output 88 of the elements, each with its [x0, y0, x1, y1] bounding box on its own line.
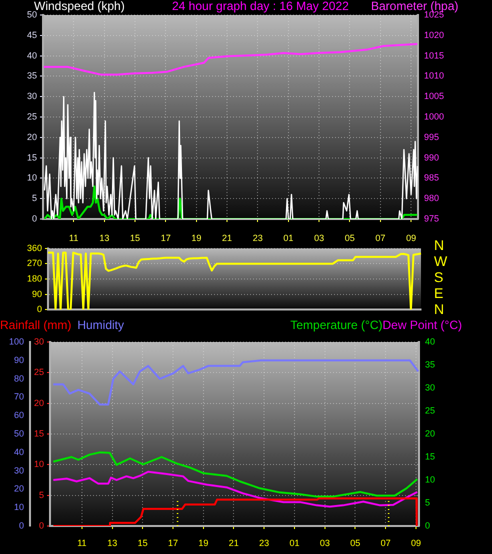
y2-tick-label: 985 [424, 172, 440, 183]
y2-tick-label: 35 [425, 359, 436, 370]
y-tick-label: 45 [26, 30, 37, 40]
y2-tick-label: 1005 [424, 91, 444, 102]
y2-tick-label: 10 [425, 474, 436, 484]
x-tick-label: 23 [252, 232, 263, 243]
y-tick-label: 0 [38, 520, 44, 530]
y-tick-label: 40 [26, 50, 37, 60]
y3-tick-label: 40 [14, 446, 24, 457]
y-axis-title: Windspeed (kph) [34, 0, 125, 13]
y-tick-label: 5 [32, 193, 37, 204]
x-tick-label: 01 [283, 232, 294, 243]
y2-tick-label: 1015 [424, 50, 444, 60]
y3-tick-label: 20 [14, 484, 24, 494]
x-tick-label: 19 [191, 232, 202, 243]
y2-tick-label: 1000 [424, 111, 444, 122]
y-tick-label: 15 [34, 428, 44, 438]
y3-tick-label: 70 [14, 392, 24, 402]
x-tick-label: 05 [344, 232, 355, 243]
y3-tick-label: 80 [14, 373, 24, 384]
y-tick-label: 20 [26, 132, 37, 142]
y-tick-label: 50 [26, 9, 37, 20]
y-tick-label: 30 [34, 336, 44, 346]
x-tick-label: 11 [77, 538, 87, 548]
y3-tick-label: 10 [14, 502, 24, 512]
y-tick-label: 15 [26, 152, 37, 162]
x-tick-label: 21 [228, 538, 239, 548]
text: S [434, 269, 444, 285]
text: W [434, 253, 448, 269]
y-tick-label: 0 [36, 304, 42, 314]
x-tick-label: 21 [222, 232, 232, 243]
x-tick-label: 07 [375, 232, 386, 243]
y2-tick-label: 5 [425, 497, 430, 508]
y3-tick-label: 0 [18, 520, 24, 530]
y-tick-label: 0 [32, 213, 37, 224]
x-tick-label: 11 [69, 232, 78, 243]
text: E [434, 285, 444, 301]
x-tick-label: 03 [314, 232, 324, 243]
y2-tick-label: 995 [424, 132, 440, 142]
x-tick-label: 23 [259, 538, 270, 548]
y-tick-label: 180 [26, 273, 42, 284]
y2-tick-label: 980 [424, 193, 440, 204]
y-tick-label: 90 [32, 288, 42, 299]
text: N [434, 237, 444, 253]
y3-tick-label: 50 [14, 428, 24, 438]
y-tick-label: 30 [26, 91, 37, 102]
x-tick-label: 03 [320, 538, 330, 548]
y2-tick-label: 0 [425, 520, 430, 530]
y2-tick-label: 15 [425, 451, 436, 462]
x-tick-label: 19 [198, 538, 208, 548]
y2-tick-label: 30 [425, 382, 436, 392]
y3-tick-label: 90 [14, 354, 24, 365]
text: N [434, 301, 444, 317]
text: Rainfall (mm) [0, 318, 72, 332]
y-tick-label: 10 [34, 459, 44, 470]
text: Temperature (°C) [290, 318, 383, 332]
y2-tick-label: 1010 [424, 70, 444, 81]
x-tick-label: 09 [406, 232, 416, 243]
x-tick-label: 01 [289, 538, 300, 548]
y3-tick-label: 30 [14, 465, 24, 476]
y3-tick-label: 60 [14, 410, 24, 420]
x-tick-label: 09 [410, 538, 421, 548]
x-tick-label: 17 [160, 232, 171, 243]
x-tick-label: 13 [107, 538, 118, 548]
y2-tick-label: 975 [424, 213, 440, 224]
y2-tick-label: 1020 [424, 30, 444, 40]
x-tick-label: 17 [168, 538, 178, 548]
y-tick-label: 360 [26, 242, 42, 253]
x-tick-label: 05 [350, 538, 360, 548]
text: Dew Point (°C) [382, 318, 462, 332]
y-tick-label: 5 [38, 490, 44, 500]
y2-tick-label: 25 [425, 405, 436, 416]
y-tick-label: 270 [26, 258, 42, 268]
y-tick-label: 25 [26, 111, 37, 122]
x-tick-label: 15 [138, 538, 148, 548]
x-tick-label: 13 [99, 232, 110, 243]
x-tick-label: 07 [380, 538, 391, 548]
y3-tick-label: 100 [8, 336, 24, 346]
y-tick-label: 35 [26, 70, 37, 81]
y-tick-label: 25 [34, 367, 44, 378]
y-tick-label: 10 [26, 172, 37, 183]
chart-title: 24 hour graph day : 16 May 2022 [172, 0, 349, 13]
x-tick-label: 15 [130, 232, 140, 243]
y2-tick-label: 990 [424, 152, 440, 162]
text: Humidity [77, 318, 124, 332]
y2-tick-label: 20 [425, 428, 436, 438]
y-tick-label: 20 [34, 398, 44, 408]
y2-tick-label: 40 [425, 336, 436, 346]
